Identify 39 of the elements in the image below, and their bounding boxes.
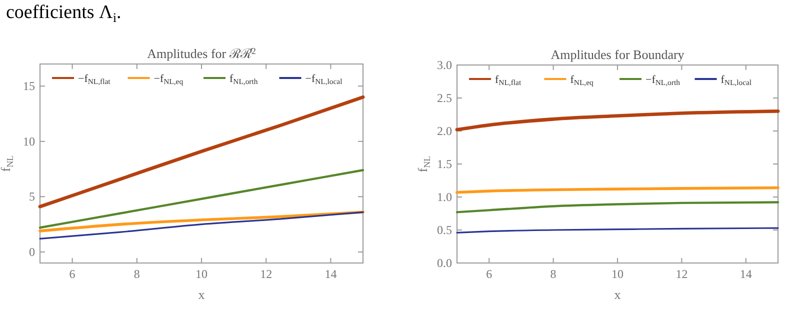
y-tick-label: 0.0 (437, 256, 452, 270)
legend-label: f$_{NL,eq}$ (570, 74, 594, 88)
y-tick-label: 1.5 (437, 157, 452, 171)
y-tick-label: 10 (23, 134, 35, 148)
x-tick-label: 8 (550, 267, 556, 281)
x-tick-label: 10 (612, 267, 624, 281)
y-tick-label: 1.0 (437, 190, 452, 204)
legend-label: f$_{NL,flat}$ (495, 74, 522, 88)
line-series (39, 211, 364, 240)
legend-label: f$_{NL,local}$ (720, 74, 752, 88)
x-tick-label: 6 (486, 267, 492, 281)
chart-title: Amplitudes for Boundary (550, 47, 685, 62)
y-tick-label: 2.0 (437, 124, 452, 138)
y-tick-label: 2.5 (437, 91, 452, 105)
line-series (455, 110, 780, 132)
legend-label: −f$_{NL,flat}$ (78, 73, 112, 86)
y-tick-label: 0 (29, 244, 35, 259)
x-tick-label: 12 (676, 267, 688, 281)
x-tick-label: 14 (324, 267, 337, 281)
x-tick-label: 8 (134, 267, 140, 281)
legend-label: f$_{NL,orth}$ (230, 73, 258, 86)
line-series (38, 169, 364, 229)
line-series (38, 95, 365, 208)
legend-label: −f$_{NL,local}$ (305, 73, 342, 86)
x-tick-label: 12 (260, 267, 272, 281)
x-tick-label: 14 (740, 267, 752, 281)
x-tick-label: 6 (69, 267, 76, 281)
y-tick-label: 15 (23, 79, 35, 94)
x-tick-label: 10 (196, 267, 208, 281)
chart-title: Amplitudes for ℛℛ̇$^{2}$ (147, 46, 256, 61)
x-axis-title: x (198, 287, 206, 302)
y-tick-label: 0.5 (437, 223, 452, 237)
text: coefficients Λ$_{i}$. (6, 2, 122, 25)
legend-label: −f$_{NL,eq}$ (154, 73, 184, 86)
legend-label: −f$_{NL,orth}$ (646, 74, 680, 88)
y-tick-label: 5 (29, 190, 35, 204)
line-series (456, 201, 780, 214)
x-axis-title: x (614, 287, 622, 302)
y-tick-label: 3.0 (437, 58, 452, 72)
